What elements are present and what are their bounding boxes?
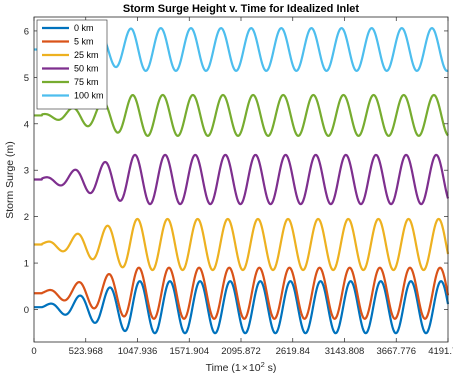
- y-tick-label: 2: [24, 212, 29, 223]
- legend-label: 75 km: [74, 77, 99, 87]
- x-tick-label: 3667.776: [376, 346, 416, 357]
- x-tick-label: 3143.808: [325, 346, 365, 357]
- x-tick-label: 2095.872: [221, 346, 261, 357]
- y-tick-label: 0: [24, 305, 29, 316]
- x-tick-label: 523.968: [69, 346, 103, 357]
- y-tick-label: 5: [24, 73, 29, 84]
- series-line-0-km: [33, 280, 450, 335]
- x-axis-label-prefix: Time (1: [206, 362, 241, 374]
- x-tick-label: 4191.744: [428, 346, 453, 357]
- x-axis-label-times: ×: [242, 362, 248, 374]
- legend-label: 5 km: [74, 37, 94, 47]
- x-axis-label-exponent: 2: [261, 360, 265, 369]
- x-tick-label: 1047.936: [118, 346, 158, 357]
- legend-label: 25 km: [74, 50, 99, 60]
- axis-ticks: 0 523.968 1047.936 1571.904 2095.872 2619.84 3…: [24, 17, 453, 357]
- y-tick-label: 4: [24, 119, 29, 130]
- x-axis-label-base: 10: [249, 362, 261, 374]
- legend-items: 0 km 5 km 25 km 50 km 75 km 100 km: [42, 23, 104, 101]
- x-tick-label: 0: [31, 346, 36, 357]
- y-axis-label: Storm Surge (m): [4, 141, 16, 219]
- legend-label: 50 km: [74, 64, 99, 74]
- x-tick-label: 1571.904: [169, 346, 209, 357]
- chart-title: Storm Surge Height v. Time for Idealized…: [123, 3, 359, 15]
- y-tick-label: 6: [24, 26, 29, 37]
- x-axis-label-suffix: s): [265, 362, 277, 374]
- legend: 0 km 5 km 25 km 50 km 75 km 100 km: [36, 19, 108, 110]
- series-line-25-km: [33, 217, 450, 272]
- series-line-5-km: [33, 266, 450, 320]
- x-axis-label: Time (1×102 s): [206, 360, 277, 374]
- x-tick-label: 2619.84: [276, 346, 310, 357]
- legend-box: [36, 19, 108, 110]
- y-tick-label: 3: [24, 166, 29, 177]
- legend-label: 100 km: [74, 91, 104, 101]
- legend-label: 0 km: [74, 23, 94, 33]
- series-line-50-km: [33, 153, 450, 206]
- y-tick-label: 1: [24, 259, 29, 270]
